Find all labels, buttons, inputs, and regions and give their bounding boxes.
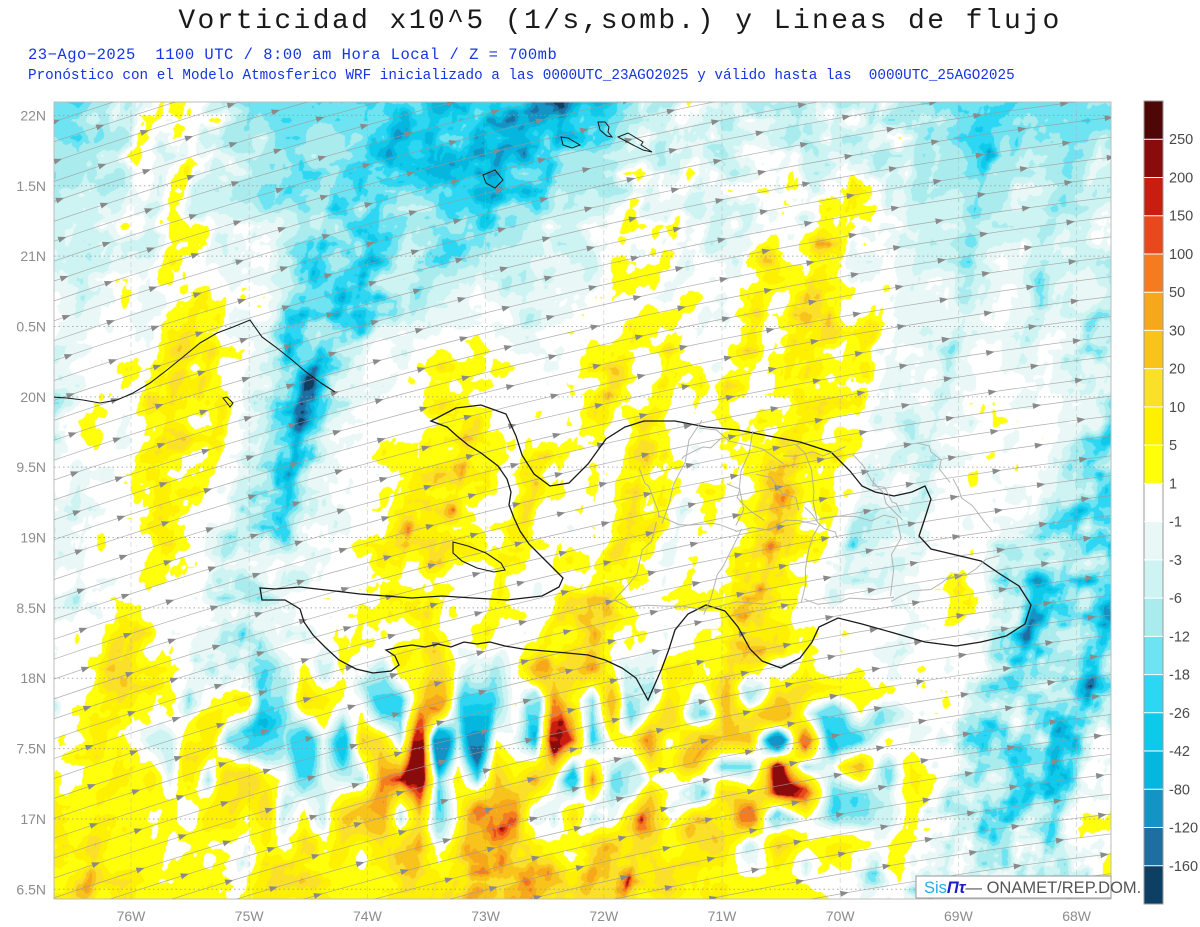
svg-text:7.5N: 7.5N <box>16 741 46 757</box>
svg-text:50: 50 <box>1169 285 1185 301</box>
svg-text:-3: -3 <box>1169 553 1182 569</box>
svg-text:-42: -42 <box>1169 744 1190 760</box>
svg-text:200: 200 <box>1169 170 1193 186</box>
svg-text:71W: 71W <box>708 908 738 924</box>
svg-text:150: 150 <box>1169 209 1193 225</box>
svg-text:69W: 69W <box>944 908 974 924</box>
svg-text:10: 10 <box>1169 400 1185 416</box>
svg-text:6.5N: 6.5N <box>16 881 46 897</box>
svg-text:250: 250 <box>1169 132 1193 148</box>
svg-text:30: 30 <box>1169 323 1185 339</box>
svg-text:73W: 73W <box>471 908 501 924</box>
svg-text:-120: -120 <box>1169 821 1198 837</box>
svg-text:9.5N: 9.5N <box>16 459 46 475</box>
svg-text:100: 100 <box>1169 247 1193 263</box>
svg-text:-6: -6 <box>1169 591 1182 607</box>
svg-text:1: 1 <box>1169 476 1177 492</box>
svg-text:SisΠτ— ONAMET/REP.DOM.: SisΠτ— ONAMET/REP.DOM. <box>924 879 1141 897</box>
svg-text:20N: 20N <box>20 389 46 405</box>
svg-text:-1: -1 <box>1169 515 1182 531</box>
svg-text:22N: 22N <box>20 107 46 123</box>
svg-text:-80: -80 <box>1169 782 1190 798</box>
svg-text:-12: -12 <box>1169 629 1190 645</box>
svg-text:-160: -160 <box>1169 859 1198 875</box>
svg-text:8.5N: 8.5N <box>16 600 46 616</box>
svg-text:0.5N: 0.5N <box>16 318 46 334</box>
svg-text:20: 20 <box>1169 362 1185 378</box>
svg-text:21N: 21N <box>20 248 46 264</box>
svg-text:18N: 18N <box>20 670 46 686</box>
svg-text:70W: 70W <box>826 908 856 924</box>
svg-text:17N: 17N <box>20 811 46 827</box>
svg-text:-18: -18 <box>1169 668 1190 684</box>
svg-text:-26: -26 <box>1169 706 1190 722</box>
svg-text:5: 5 <box>1169 438 1177 454</box>
svg-text:72W: 72W <box>589 908 619 924</box>
svg-text:76W: 76W <box>117 908 147 924</box>
svg-text:74W: 74W <box>353 908 383 924</box>
svg-text:68W: 68W <box>1062 908 1092 924</box>
svg-text:19N: 19N <box>20 530 46 546</box>
svg-text:1.5N: 1.5N <box>16 178 46 194</box>
svg-text:75W: 75W <box>235 908 265 924</box>
